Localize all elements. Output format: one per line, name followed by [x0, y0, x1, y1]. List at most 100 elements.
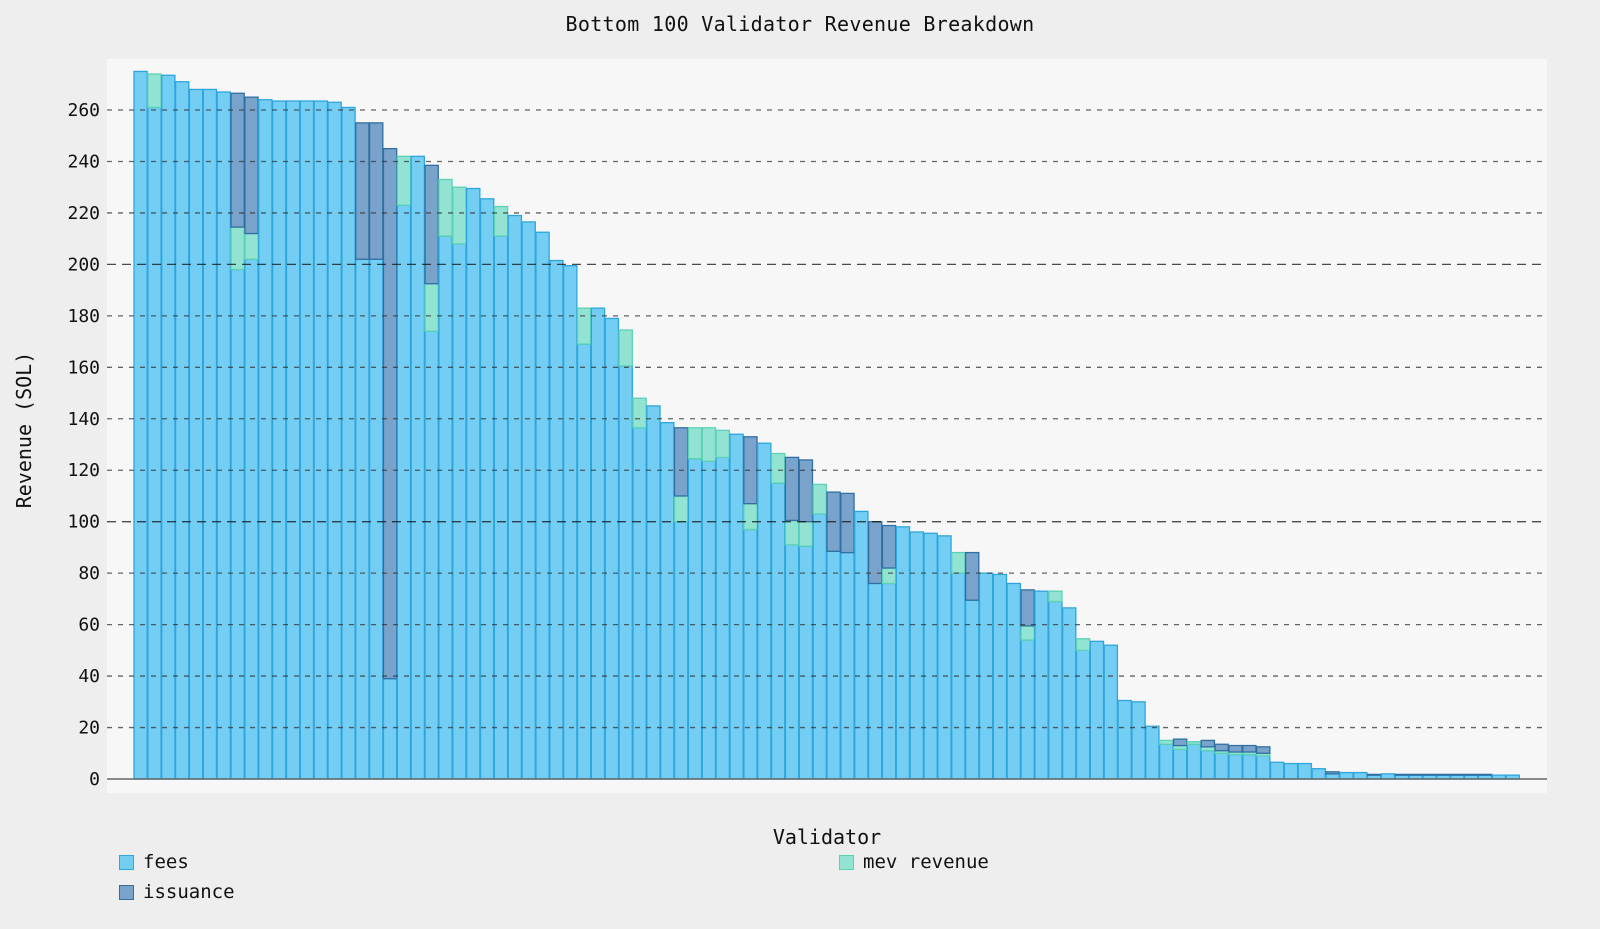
y-tick-label: 120	[67, 460, 100, 481]
bar-fees	[1089, 640, 1105, 780]
bar-issuance	[424, 164, 439, 285]
bar-fees	[1006, 582, 1022, 780]
bar-issuance	[798, 459, 814, 523]
bar-stack	[784, 456, 800, 780]
bar-stack	[826, 491, 841, 780]
bar-fees	[465, 187, 481, 780]
bar-fees	[147, 106, 162, 780]
bar-fees	[368, 258, 384, 780]
bar-stack	[368, 122, 384, 780]
y-axis-label: Revenue (SOL)	[12, 351, 36, 509]
bar-stack	[355, 122, 370, 780]
bar-fees	[1172, 748, 1188, 780]
bar-stack	[1020, 589, 1035, 780]
bar-fees	[271, 100, 287, 780]
bar-stack	[230, 92, 245, 780]
bar-stack	[1006, 582, 1022, 780]
bar-stack	[493, 205, 509, 780]
bar-fees	[646, 405, 661, 780]
bar-mev-revenue	[618, 329, 633, 367]
bar-fees	[1242, 753, 1257, 780]
y-tick-label: 40	[78, 666, 100, 687]
bar-stack	[1200, 739, 1216, 780]
bar-stack	[341, 106, 356, 780]
bar-fees	[174, 81, 190, 780]
y-tick-label: 180	[67, 306, 100, 327]
bar-stack	[1131, 701, 1146, 780]
bar-stack	[632, 397, 647, 780]
bar-stack	[1339, 771, 1354, 780]
bar-stack	[244, 96, 259, 780]
bar-mev-revenue	[424, 283, 439, 332]
bar-fees	[937, 535, 952, 780]
bar-fees	[673, 521, 689, 780]
bar-mev-revenue	[1020, 625, 1035, 641]
legend-item-issuance[interactable]: issuance	[119, 881, 235, 903]
bar-stack	[715, 429, 730, 780]
bar-stack	[646, 405, 661, 780]
bar-stack	[424, 164, 439, 780]
bar-stack	[909, 531, 925, 780]
bar-fees	[923, 532, 938, 780]
bar-stack	[951, 551, 966, 780]
bar-fees	[535, 231, 550, 780]
bar-stack	[507, 214, 523, 780]
bar-issuance	[1020, 589, 1035, 627]
bar-mev-revenue	[812, 483, 827, 515]
bar-fees	[424, 330, 439, 780]
bar-issuance	[244, 96, 259, 235]
bar-stack	[1450, 773, 1465, 780]
bar-mev-revenue	[493, 205, 509, 237]
bar-stack	[618, 329, 633, 780]
bar-fees	[687, 458, 703, 780]
bar-fees	[507, 214, 523, 780]
bar-fees	[479, 198, 495, 780]
bar-mev-revenue	[1048, 590, 1063, 603]
bar-mev-revenue	[632, 397, 647, 429]
bar-stack	[1353, 771, 1368, 780]
y-tick-label: 140	[67, 409, 100, 430]
bar-stack	[701, 427, 717, 780]
bar-fees	[964, 599, 980, 780]
legend-label-fees: fees	[143, 851, 189, 873]
legend-item-fees[interactable]: fees	[119, 851, 189, 873]
bar-fees	[1380, 773, 1396, 780]
bar-fees	[1325, 773, 1340, 780]
bar-issuance	[881, 524, 897, 569]
bar-fees	[909, 531, 925, 780]
x-axis-label: Validator	[772, 825, 882, 849]
bar-stack	[1186, 741, 1202, 780]
y-tick-label: 260	[67, 100, 100, 121]
bar-stack	[964, 551, 980, 780]
bar-stack	[854, 510, 869, 780]
bar-stack	[313, 100, 329, 780]
bar-fees	[1186, 743, 1202, 780]
bar-fees	[867, 582, 883, 780]
legend-item-mev-revenue[interactable]: mev revenue	[839, 851, 989, 873]
bar-fees	[576, 343, 592, 780]
bar-issuance	[1325, 771, 1340, 775]
bar-stack	[1145, 725, 1160, 780]
bar-fees	[313, 100, 329, 780]
bar-issuance	[867, 521, 883, 585]
bar-mev-revenue	[715, 429, 730, 459]
bar-stack	[1089, 640, 1105, 780]
bar-fees	[244, 258, 259, 780]
bar-stack	[479, 198, 495, 780]
bar-issuance	[1450, 773, 1465, 776]
y-tick-label: 100	[67, 512, 100, 533]
bar-stack	[840, 492, 855, 780]
bar-fees	[1061, 607, 1077, 780]
bar-fees	[701, 460, 717, 780]
bar-stack	[604, 317, 620, 780]
bar-fees	[770, 482, 786, 780]
bar-stack	[923, 532, 938, 780]
bar-fees	[1353, 771, 1368, 780]
bar-mev-revenue	[881, 567, 897, 585]
bar-mev-revenue	[770, 452, 786, 484]
bar-stack	[576, 307, 592, 780]
bar-stack	[327, 101, 342, 780]
bar-issuance	[1228, 744, 1243, 753]
bar-stack	[770, 452, 786, 780]
bar-mev-revenue	[147, 73, 162, 109]
